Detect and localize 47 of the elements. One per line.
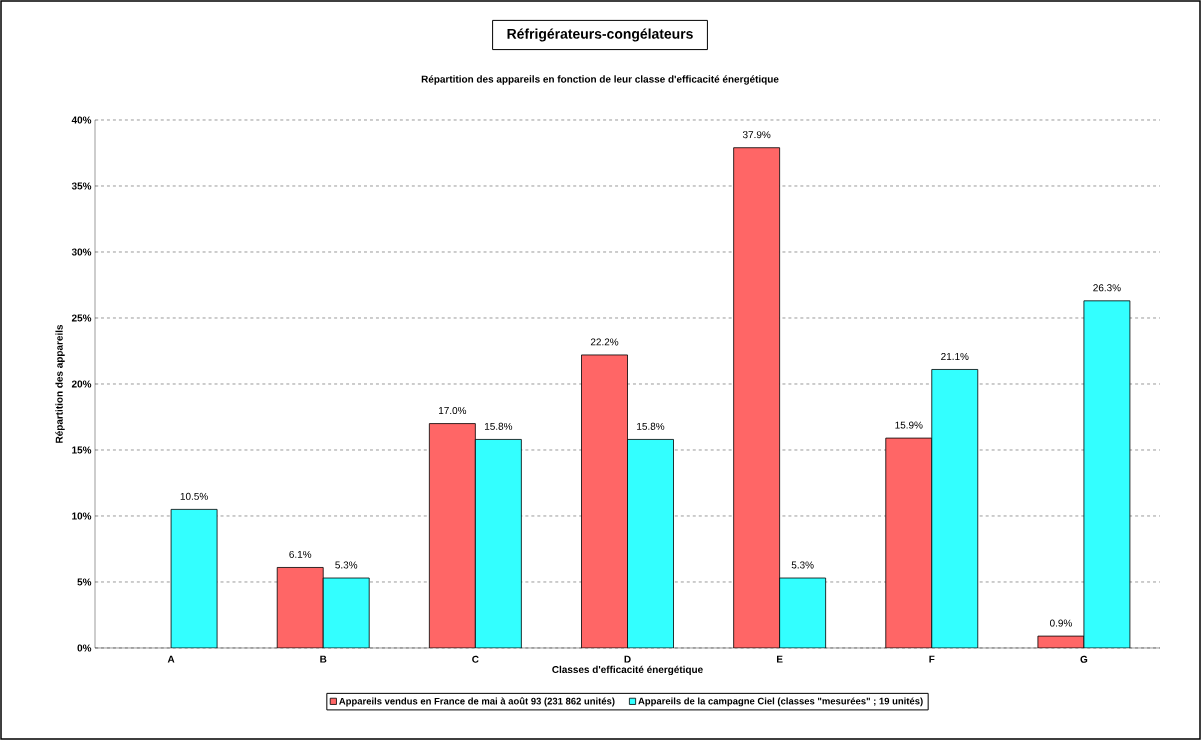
bar: [779, 577, 827, 648]
data-label: 10.5%: [180, 492, 208, 500]
y-tick-label: 15%: [72, 446, 92, 454]
x-tick-label: C: [472, 655, 479, 663]
y-tick-label: 5%: [77, 578, 92, 586]
y-tick-label: 40%: [71, 116, 92, 124]
data-label: 6.1%: [289, 550, 312, 558]
y-tick-label: 30%: [71, 248, 92, 256]
y-tick-label: 25%: [71, 314, 92, 322]
bar: [931, 369, 979, 648]
data-label: 22.2%: [590, 338, 619, 346]
data-label: 15.9%: [895, 421, 923, 429]
y-tick-label: 10%: [72, 512, 92, 520]
y-tick-label: 0%: [77, 644, 92, 652]
y-tick-label: 35%: [71, 182, 92, 190]
x-tick-label: E: [776, 655, 783, 663]
chart-title: Réfrigérateurs-congélateurs: [507, 28, 693, 42]
bar: [170, 508, 218, 648]
x-axis-title: Classes d'efficacité énergétique: [552, 665, 703, 676]
y-axis-title: Répartition des appareils: [55, 324, 65, 443]
bar: [322, 577, 370, 648]
bar: [627, 439, 674, 648]
data-label: 26.3%: [1093, 284, 1121, 292]
x-tick-label: G: [1080, 655, 1088, 663]
legend-label: Appareils de la campagne Ciel (classes "mesurées" ; 19 unités): [638, 697, 923, 707]
data-label: 0.9%: [1049, 619, 1072, 627]
chart-subtitle: Répartition des appareils en fonction de leur classe d'efficacité énergétique: [421, 75, 779, 85]
data-label: 5.3%: [791, 561, 814, 569]
x-tick-label: D: [624, 655, 631, 663]
data-label: 21.1%: [941, 352, 969, 360]
data-label: 5.3%: [335, 561, 358, 569]
bar: [581, 354, 628, 648]
bar: [474, 439, 522, 648]
legend-label: Appareils vendus en France de mai à août 93 (231 862 unités): [339, 697, 615, 707]
y-tick-label: 20%: [71, 380, 92, 388]
x-tick-label: F: [929, 655, 935, 663]
bar: [885, 437, 933, 648]
data-label: 17.0%: [439, 407, 467, 415]
data-label: 37.9%: [742, 131, 771, 139]
data-label: 15.8%: [637, 422, 665, 430]
bar: [428, 423, 476, 648]
bar: [1083, 300, 1131, 648]
x-tick-label: A: [167, 655, 175, 663]
bar: [733, 147, 781, 648]
bar: [276, 567, 324, 648]
x-tick-label: B: [320, 655, 327, 663]
data-label: 15.8%: [485, 422, 513, 430]
